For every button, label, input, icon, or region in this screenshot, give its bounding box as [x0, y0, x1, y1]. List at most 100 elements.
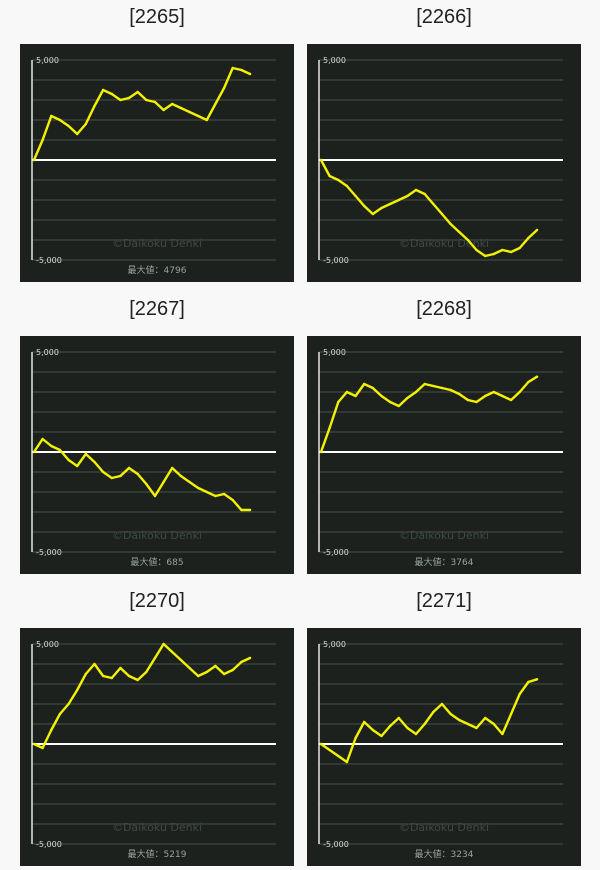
- data-point: [501, 248, 504, 252]
- data-point: [196, 486, 200, 490]
- data-point: [501, 732, 504, 736]
- y-tick-label: -5,000: [323, 840, 349, 849]
- data-point: [32, 158, 36, 162]
- data-point: [76, 688, 79, 692]
- data-point: [492, 722, 495, 726]
- data-point: [205, 670, 208, 674]
- series-line: [319, 375, 539, 454]
- data-point: [196, 114, 200, 118]
- chart-title: [2271]: [416, 590, 472, 612]
- data-point: [432, 384, 435, 388]
- data-point: [388, 724, 392, 728]
- y-tick-label: -5,000: [323, 548, 349, 557]
- data-point: [475, 248, 478, 252]
- data-point: [110, 676, 113, 680]
- data-point: [84, 122, 88, 126]
- data-point: [162, 642, 165, 646]
- chart-panel: [2265] 5,000 -5,000 ©Daikoku Denki 最大値：4796: [20, 0, 294, 282]
- data-point: [432, 202, 435, 206]
- data-point: [93, 104, 96, 108]
- data-point: [119, 98, 122, 102]
- data-point: [345, 390, 349, 394]
- data-point: [354, 394, 357, 398]
- data-point: [371, 728, 375, 732]
- data-point: [458, 718, 461, 722]
- data-point: [501, 394, 504, 398]
- chart-panel: [2266] 5,000 -5,000 ©Daikoku Denki: [307, 0, 581, 282]
- data-point: [354, 194, 357, 198]
- series-line: [32, 437, 252, 512]
- data-point: [231, 66, 234, 70]
- line-chart: 5,000 -5,000 ©Daikoku Denki 最大値：685: [31, 348, 276, 568]
- series-line: [319, 678, 539, 764]
- max-value-label: 最大値：3764: [415, 556, 474, 568]
- chart-area: 5,000 -5,000 ©Daikoku Denki 最大値：685: [20, 336, 294, 574]
- data-point: [483, 254, 487, 258]
- max-value-label: 最大値：4796: [128, 264, 187, 276]
- data-point: [466, 398, 470, 402]
- data-point: [475, 400, 478, 404]
- data-point: [196, 674, 200, 678]
- data-point: [153, 100, 157, 104]
- data-point: [188, 480, 191, 484]
- series-line: [32, 642, 252, 750]
- data-point: [214, 102, 217, 106]
- data-point: [440, 212, 444, 216]
- y-tick-label: 5,000: [323, 348, 346, 357]
- data-point: [337, 400, 340, 404]
- data-point: [50, 444, 53, 448]
- data-point: [171, 650, 174, 654]
- data-point: [518, 390, 521, 394]
- data-point: [509, 398, 513, 402]
- data-point: [58, 712, 62, 716]
- data-point: [58, 448, 62, 452]
- data-point: [222, 672, 226, 676]
- data-point: [101, 674, 105, 678]
- data-point: [354, 736, 357, 740]
- series-line: [319, 158, 539, 258]
- watermark-text: ©Daikoku Denki: [399, 529, 489, 542]
- watermark-text: ©Daikoku Denki: [112, 237, 202, 250]
- watermark-text: ©Daikoku Denki: [399, 821, 489, 834]
- data-point: [58, 118, 62, 122]
- data-point: [153, 494, 157, 498]
- data-point: [240, 68, 243, 72]
- data-point: [406, 726, 409, 730]
- data-point: [345, 184, 349, 188]
- data-point: [363, 204, 366, 208]
- data-point: [84, 452, 88, 456]
- chart-panel: [2268] 5,000 -5,000 ©Daikoku Denki 最大値：3764: [307, 292, 581, 574]
- data-point: [449, 222, 452, 226]
- y-tick-label: 5,000: [36, 56, 59, 65]
- data-point: [50, 728, 53, 732]
- data-point: [222, 86, 226, 90]
- data-point: [84, 672, 88, 676]
- data-point: [527, 236, 530, 240]
- data-point: [328, 748, 331, 752]
- data-point: [535, 228, 539, 232]
- data-point: [67, 458, 70, 462]
- data-point: [93, 662, 96, 666]
- data-point: [363, 382, 366, 386]
- data-point: [492, 252, 495, 256]
- line-chart: 5,000 -5,000 ©Daikoku Denki 最大値：3764: [318, 348, 563, 568]
- chart-title: [2268]: [416, 298, 472, 320]
- data-point: [483, 716, 487, 720]
- chart-area: 5,000 -5,000 ©Daikoku Denki 最大値：3234: [307, 628, 581, 866]
- data-point: [406, 194, 409, 198]
- data-point: [222, 492, 226, 496]
- data-point: [127, 674, 131, 678]
- data-point: [449, 388, 452, 392]
- watermark-text: ©Daikoku Denki: [112, 529, 202, 542]
- data-point: [458, 392, 461, 396]
- data-point: [509, 250, 513, 254]
- data-point: [414, 732, 418, 736]
- data-point: [509, 712, 513, 716]
- data-point: [371, 212, 375, 216]
- chart-panel: [2270] 5,000 -5,000 ©Daikoku Denki 最大値：5219: [20, 584, 294, 866]
- data-point: [248, 656, 252, 660]
- data-point: [423, 192, 426, 196]
- chart-area: 5,000 -5,000 ©Daikoku Denki: [307, 44, 581, 282]
- chart-title: [2266]: [416, 6, 472, 28]
- data-point: [518, 246, 521, 250]
